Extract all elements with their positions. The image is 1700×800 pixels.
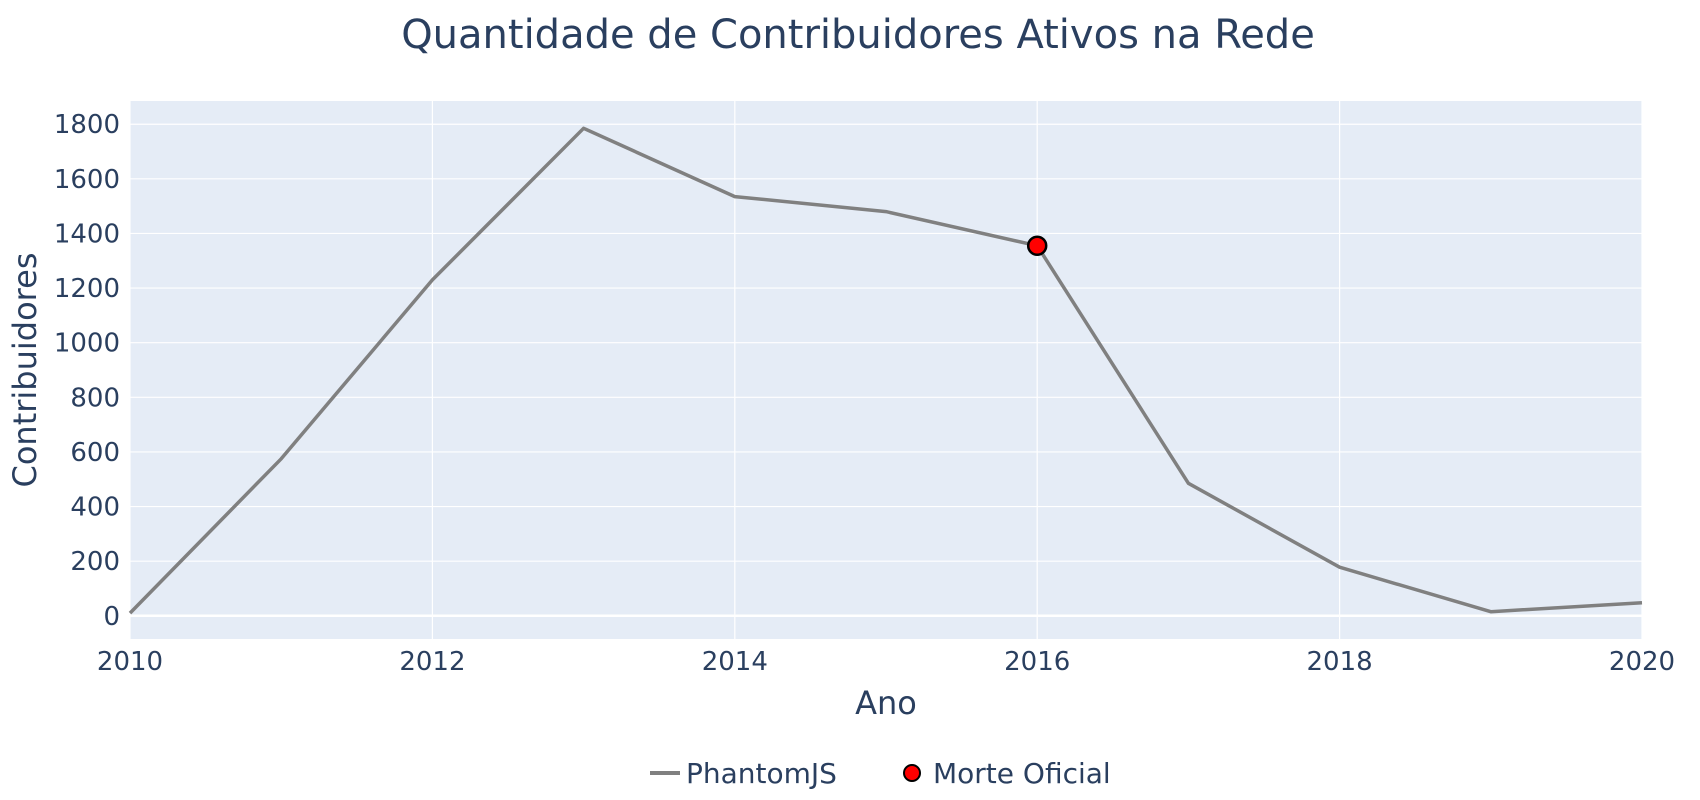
x-tick-label: 2020 — [1609, 647, 1675, 677]
y-axis-ticks: 0 200 400 600 800 1000 1200 1400 1600 1800 — [54, 110, 120, 632]
gridlines — [129, 101, 1643, 639]
y-tick-label: 0 — [103, 602, 120, 632]
x-tick-label: 2014 — [702, 647, 768, 677]
x-tick-label: 2018 — [1307, 647, 1373, 677]
x-tick-label: 2016 — [1004, 647, 1070, 677]
y-tick-label: 1400 — [54, 219, 120, 249]
legend-label-morte-oficial: Morte Oficial — [933, 757, 1111, 790]
y-tick-label: 1200 — [54, 274, 120, 304]
legend: PhantomJS Morte Oficial — [650, 757, 1111, 790]
plot-area — [130, 101, 1642, 639]
y-axis-title: Contribuidores — [6, 253, 44, 488]
legend-marker-icon — [903, 764, 921, 782]
x-axis-ticks: 2010 2012 2014 2016 2018 2020 — [97, 647, 1675, 677]
legend-label-phantomjs: PhantomJS — [686, 757, 837, 790]
marker-morte-oficial — [1026, 235, 1048, 256]
chart-title: Quantidade de Contribuidores Ativos na R… — [401, 12, 1315, 58]
x-axis-title: Ano — [855, 684, 917, 722]
y-tick-label: 1600 — [54, 165, 120, 195]
y-tick-label: 400 — [70, 493, 120, 523]
series-line-phantomjs — [128, 126, 1643, 615]
x-tick-label: 2010 — [97, 647, 163, 677]
x-tick-label: 2012 — [399, 647, 465, 677]
y-tick-label: 600 — [70, 438, 120, 468]
y-tick-label: 200 — [70, 547, 120, 577]
y-tick-label: 1000 — [54, 329, 120, 359]
y-tick-label: 800 — [70, 383, 120, 413]
y-tick-label: 1800 — [54, 110, 120, 140]
